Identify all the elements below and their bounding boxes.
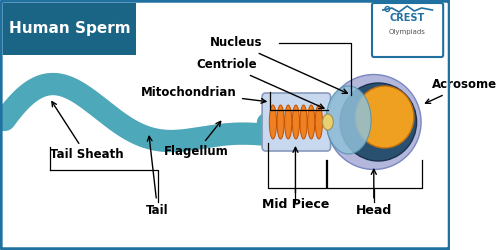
Ellipse shape [326,86,371,154]
Ellipse shape [270,105,276,139]
Ellipse shape [300,105,307,139]
Text: Human Sperm: Human Sperm [9,22,130,36]
FancyBboxPatch shape [262,93,330,151]
Text: Flagellum: Flagellum [164,122,228,158]
FancyBboxPatch shape [372,3,443,57]
Text: Centriole: Centriole [196,58,324,108]
Text: Olympiads: Olympiads [388,29,426,35]
Ellipse shape [284,105,292,139]
Ellipse shape [322,114,334,130]
Ellipse shape [292,105,300,139]
Ellipse shape [340,83,416,161]
Ellipse shape [356,86,414,148]
Text: Head: Head [356,169,392,216]
Text: Mid Piece: Mid Piece [262,147,329,212]
Text: Tail: Tail [146,136,169,216]
Text: Tail Sheath: Tail Sheath [50,102,123,162]
Ellipse shape [326,74,421,170]
Text: Acrosome: Acrosome [426,78,498,103]
Ellipse shape [277,105,284,139]
Text: Nucleus: Nucleus [210,36,348,94]
Ellipse shape [316,105,322,139]
Text: CREST: CREST [390,13,425,23]
FancyBboxPatch shape [2,3,136,55]
Text: Mitochondrian: Mitochondrian [142,86,266,103]
Ellipse shape [308,105,315,139]
